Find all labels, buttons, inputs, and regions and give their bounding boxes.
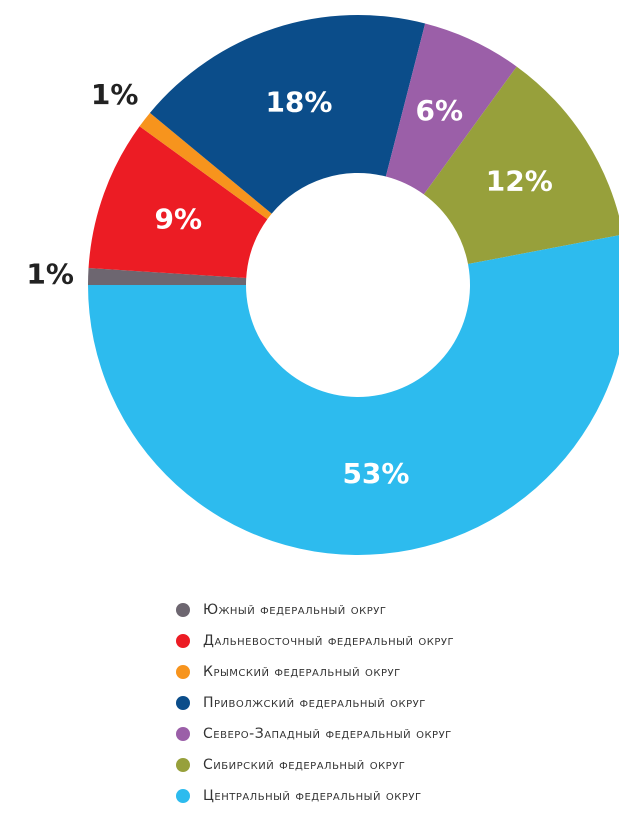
value-label: 18% — [265, 85, 332, 118]
slice — [88, 235, 619, 555]
legend-label: Крымский федеральный округ — [203, 664, 401, 680]
value-label: 6% — [416, 94, 464, 127]
legend-marker — [176, 634, 190, 648]
slice — [423, 66, 619, 265]
slice — [88, 268, 247, 285]
legend-label: Сибирский федеральный округ — [203, 757, 405, 773]
value-label: 53% — [342, 457, 409, 490]
legend-marker — [176, 696, 190, 710]
legend-label: Центральный федеральный округ — [203, 788, 422, 804]
legend-label: Приволжский федеральный округ — [203, 695, 426, 711]
legend-marker — [176, 603, 190, 617]
legend-marker — [176, 727, 190, 741]
legend-label: Дальневосточный федеральный округ — [203, 633, 454, 649]
slice — [149, 14, 426, 214]
legend-marker — [176, 665, 190, 679]
slice — [139, 112, 272, 220]
slice — [88, 126, 268, 278]
legend-marker — [176, 789, 190, 803]
legend-label: Южный федеральный округ — [203, 602, 386, 618]
value-label: 1% — [91, 78, 139, 111]
value-label: 12% — [486, 165, 553, 198]
legend-marker — [176, 758, 190, 772]
legend-label: Северо-Западный федеральный округ — [203, 726, 452, 742]
value-label: 1% — [26, 257, 74, 290]
slice — [385, 23, 517, 195]
value-label: 9% — [155, 202, 203, 235]
